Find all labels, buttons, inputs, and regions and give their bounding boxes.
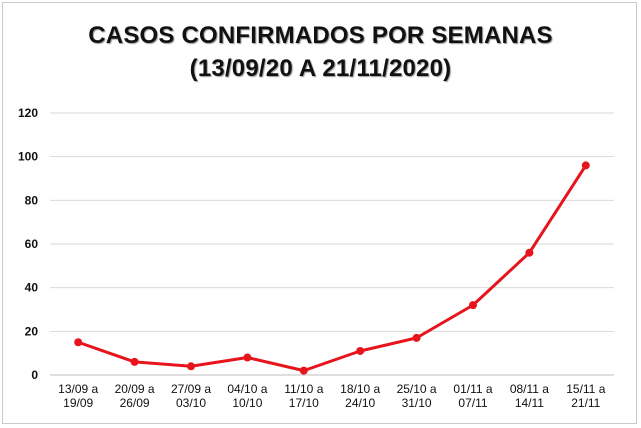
y-axis-ticks: 0 20 40 60 80 100 120 <box>18 106 38 382</box>
series-casos <box>74 161 590 375</box>
data-point <box>187 362 195 371</box>
data-point <box>299 366 308 375</box>
x-tick-label: 03/10 <box>176 396 206 410</box>
gridlines <box>50 112 614 332</box>
x-tick-label: 10/10 <box>232 396 262 410</box>
series-line <box>76 163 588 373</box>
y-tick-label: 80 <box>25 193 39 207</box>
x-tick-label: 11/10 a <box>284 382 323 396</box>
y-tick-label: 120 <box>18 106 38 120</box>
x-tick-label: 01/11 a <box>453 382 492 396</box>
y-tick-label: 100 <box>18 150 38 164</box>
x-tick-label: 04/10 a <box>227 382 267 396</box>
y-tick-label: 20 <box>25 324 39 338</box>
chart-title: CASOS CONFIRMADOS POR SEMANAS <box>88 22 553 49</box>
x-tick-label: 25/10 a <box>397 382 437 396</box>
data-point <box>525 248 534 257</box>
x-tick-label: 31/10 <box>402 396 432 410</box>
x-tick-label: 08/11 a <box>510 382 549 396</box>
data-point <box>130 357 139 366</box>
x-tick-label: 20/09 a <box>115 382 155 396</box>
data-point <box>356 346 365 355</box>
data-point <box>412 333 421 342</box>
x-tick-label: 18/10 a <box>340 382 380 396</box>
x-tick-label: 19/09 <box>63 396 93 410</box>
x-axis-labels: 13/09 a19/09 20/09 a26/09 27/09 a03/10 04/1… <box>58 382 606 410</box>
x-tick-label: 27/09 a <box>171 382 211 396</box>
x-tick-label: 17/10 <box>289 396 319 410</box>
chart-subtitle: (13/09/20 A 21/11/2020) <box>189 55 452 82</box>
data-point <box>74 338 83 347</box>
data-point <box>581 161 590 170</box>
x-tick-label: 14/11 <box>515 396 544 410</box>
y-tick-label: 40 <box>25 281 39 295</box>
data-point <box>469 301 477 310</box>
data-point <box>243 353 252 362</box>
x-tick-label: 21/11 <box>571 396 600 410</box>
y-tick-label: 0 <box>31 368 38 382</box>
x-tick-label: 13/09 a <box>58 382 98 396</box>
y-tick-label: 60 <box>25 237 39 251</box>
x-tick-label: 26/09 <box>120 396 150 410</box>
x-tick-label: 15/11 a <box>566 382 605 396</box>
x-tick-label: 07/11 <box>458 396 487 410</box>
x-tick-label: 24/10 <box>345 396 375 410</box>
